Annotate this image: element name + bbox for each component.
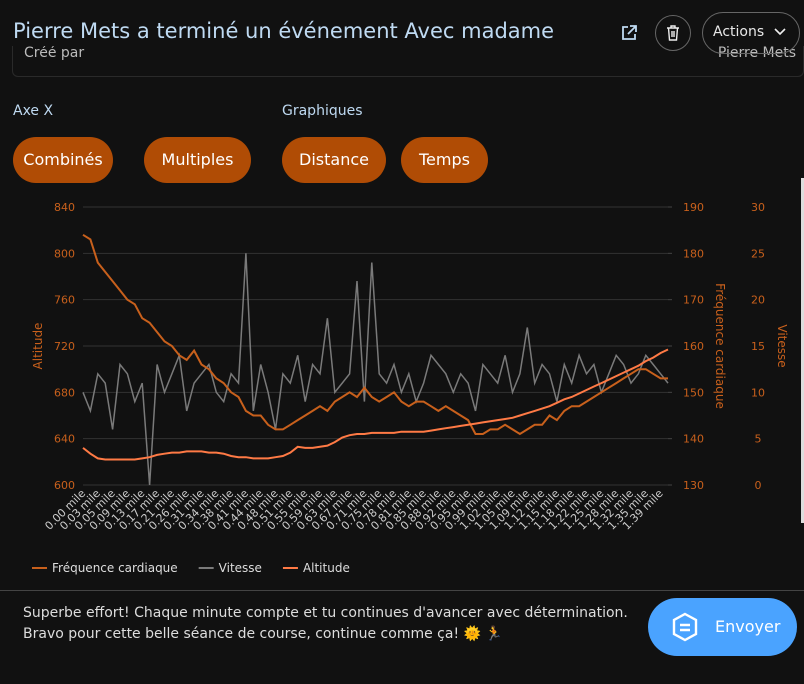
- delete-button[interactable]: [655, 15, 691, 51]
- y-tick-label: 640: [54, 433, 75, 446]
- y3-tick-label: 30: [751, 201, 765, 214]
- option-button[interactable]: Temps: [401, 137, 488, 183]
- y3-tick-label: 5: [755, 433, 762, 446]
- charts-label: Graphiques: [282, 103, 363, 119]
- option-button[interactable]: Distance: [282, 137, 386, 183]
- y2-tick-label: 130: [683, 479, 704, 492]
- send-label: Envoyer: [715, 617, 781, 636]
- y-tick-label: 760: [54, 294, 75, 307]
- y2-tick-label: 180: [683, 247, 704, 260]
- y-tick-label: 680: [54, 386, 75, 399]
- y2-tick-label: 150: [683, 386, 704, 399]
- series-line: [82, 233, 668, 436]
- send-button[interactable]: Envoyer: [648, 598, 797, 656]
- actions-label: Actions: [713, 24, 765, 40]
- legend-label: Altitude: [303, 561, 350, 575]
- y-tick-label: 840: [54, 201, 75, 214]
- y2-axis-title: Fréquence cardiaque: [713, 283, 727, 409]
- comment-line: Superbe effort! Chaque minute compte et …: [23, 605, 628, 621]
- title: Pierre Mets a terminé un événement Avec …: [13, 19, 555, 43]
- y3-tick-label: 0: [755, 479, 762, 492]
- legend-label: Vitesse: [219, 561, 262, 575]
- series-line: [82, 253, 669, 486]
- separator: [0, 590, 804, 591]
- option-button[interactable]: Multiples: [144, 137, 251, 183]
- y3-tick-label: 25: [751, 247, 765, 260]
- y-tick-label: 800: [54, 247, 75, 260]
- y2-tick-label: 140: [683, 433, 704, 446]
- created-by-label: Créé par: [24, 45, 85, 61]
- creator-card: Créé par Pierre Mets: [12, 40, 804, 78]
- y3-tick-label: 15: [751, 340, 765, 353]
- y-tick-label: 720: [54, 340, 75, 353]
- actions-button[interactable]: Actions: [702, 12, 800, 54]
- y2-tick-label: 190: [683, 201, 704, 214]
- scrollbar[interactable]: [801, 178, 804, 523]
- y2-tick-label: 160: [683, 340, 704, 353]
- comment: Superbe effort! Chaque minute compte et …: [23, 603, 628, 645]
- series-line: [82, 348, 669, 461]
- external-link-icon[interactable]: [620, 24, 638, 42]
- y3-axis-title: Vitesse: [775, 324, 789, 367]
- chart: 6006406807207608008401301401501601701801…: [31, 201, 789, 575]
- y-axis-title: Altitude: [31, 323, 45, 370]
- comment-line: Bravo pour cette belle séance de course,…: [23, 626, 503, 642]
- y-tick-label: 600: [54, 479, 75, 492]
- y3-tick-label: 10: [751, 386, 765, 399]
- option-button[interactable]: Combinés: [13, 137, 113, 183]
- x-axis-label: Axe X: [13, 103, 54, 119]
- y3-tick-label: 20: [751, 294, 765, 307]
- y2-tick-label: 170: [683, 294, 704, 307]
- legend-label: Fréquence cardiaque: [52, 561, 178, 575]
